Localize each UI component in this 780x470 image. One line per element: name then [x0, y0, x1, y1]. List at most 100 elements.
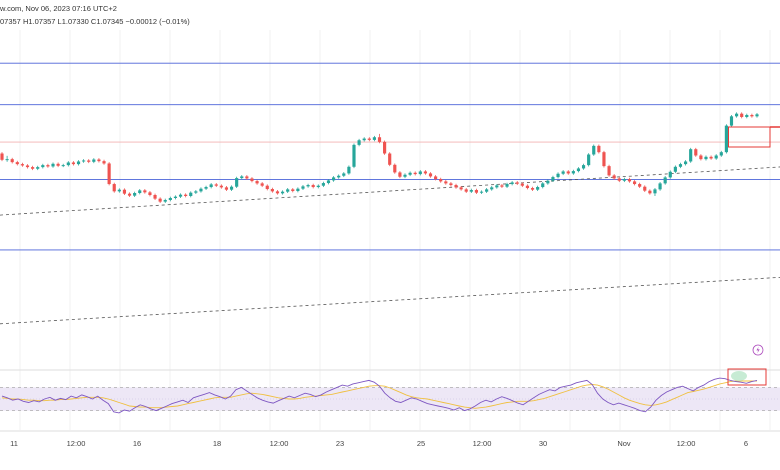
candle-body — [607, 166, 611, 176]
candle-body — [464, 189, 468, 192]
candle-body — [0, 153, 4, 160]
candle-body — [311, 185, 315, 188]
candle-body — [194, 191, 198, 193]
candle-body — [337, 175, 341, 178]
candle-body — [61, 165, 65, 167]
candle-body — [112, 184, 116, 192]
x-axis: 11 12:00 16 18 12:00 23 25 12:00 30 Nov 12:00 6 — [0, 430, 780, 448]
candle-body — [398, 172, 402, 177]
candle-body — [41, 165, 45, 168]
candle-body — [551, 177, 555, 181]
candles — [0, 112, 759, 203]
candle-body — [214, 184, 218, 186]
candle-body — [71, 162, 76, 165]
candle-body — [750, 114, 754, 117]
candle-body — [622, 179, 626, 181]
candle-body — [316, 185, 320, 188]
candle-body — [434, 176, 438, 180]
candle-body — [704, 156, 708, 160]
x-tick-label: 12:00 — [67, 439, 86, 448]
candle-body — [699, 155, 703, 160]
candle-body — [393, 164, 397, 173]
candle-body — [719, 152, 723, 156]
candle-body — [592, 145, 596, 155]
candle-body — [377, 137, 382, 142]
candle-body — [255, 181, 259, 184]
candle-body — [505, 184, 509, 187]
x-tick-label: 25 — [417, 439, 425, 448]
candle-body — [694, 149, 698, 156]
rsi-overbought-fill — [731, 371, 747, 381]
candle-body — [388, 153, 392, 165]
candle-body — [10, 159, 14, 163]
candle-body — [122, 189, 127, 194]
candle-body — [102, 161, 106, 164]
candle-body — [566, 171, 570, 174]
candle-body — [20, 164, 24, 166]
channel-line — [0, 166, 780, 216]
candle-body — [536, 187, 540, 190]
x-tick-label: 23 — [336, 439, 344, 448]
candle-body — [342, 173, 346, 176]
candle-body — [612, 175, 616, 179]
rsi-highlight-rect — [727, 368, 767, 386]
x-tick-label: 18 — [213, 439, 221, 448]
candle-body — [408, 172, 412, 175]
candle-body — [82, 160, 86, 162]
candle-body — [117, 189, 121, 192]
candle-body — [291, 189, 295, 192]
candle-body — [15, 162, 19, 165]
candle-body — [275, 191, 280, 194]
candle-body — [36, 167, 40, 169]
candle-body — [286, 189, 290, 192]
candle-body — [643, 186, 647, 191]
candle-body — [403, 174, 407, 177]
candle-body — [240, 176, 244, 179]
candle-body — [627, 179, 632, 182]
lightning-icon-glyph — [756, 346, 760, 354]
candle-body — [173, 196, 178, 198]
candle-body — [587, 154, 591, 166]
candle-body — [133, 193, 137, 196]
candle-body — [127, 193, 132, 196]
horizontal-levels — [0, 62, 780, 251]
candle-body — [46, 165, 50, 167]
candle-body — [362, 138, 366, 141]
candle-body — [541, 183, 545, 188]
chart-header-source: w.com, Nov 06, 2023 07:16 UTC+2 — [0, 4, 117, 13]
candle-body — [663, 177, 667, 184]
candle-body — [678, 164, 683, 167]
candle-body — [755, 114, 759, 117]
candle-body — [474, 190, 479, 193]
candle-body — [561, 171, 565, 174]
candle-body — [87, 160, 91, 162]
candle-body — [178, 194, 183, 197]
x-tick-label: 30 — [539, 439, 547, 448]
x-tick-label: 11 — [10, 439, 18, 448]
candle-body — [153, 195, 157, 199]
candle-body — [617, 178, 621, 181]
candle-body — [653, 189, 657, 194]
candle-body — [510, 182, 514, 185]
candle-body — [439, 179, 443, 182]
rsi-panel — [0, 368, 780, 414]
candle-body — [163, 199, 167, 202]
x-tick-label: 12:00 — [270, 439, 289, 448]
candle-body — [556, 173, 560, 178]
candle-body — [638, 184, 642, 187]
candle-body — [495, 185, 499, 188]
candle-body — [107, 163, 111, 185]
candle-body — [235, 178, 239, 187]
candle-body — [735, 113, 739, 117]
grid — [19, 30, 771, 430]
candle-body — [418, 171, 422, 175]
candle-body — [306, 185, 310, 187]
candle-body — [92, 159, 96, 162]
candle-body — [546, 180, 550, 184]
candle-body — [673, 166, 677, 172]
candle-body — [479, 191, 484, 193]
candle-body — [270, 189, 274, 192]
candle-body — [143, 190, 147, 193]
candle-body — [5, 159, 9, 161]
candle-body — [184, 194, 188, 196]
